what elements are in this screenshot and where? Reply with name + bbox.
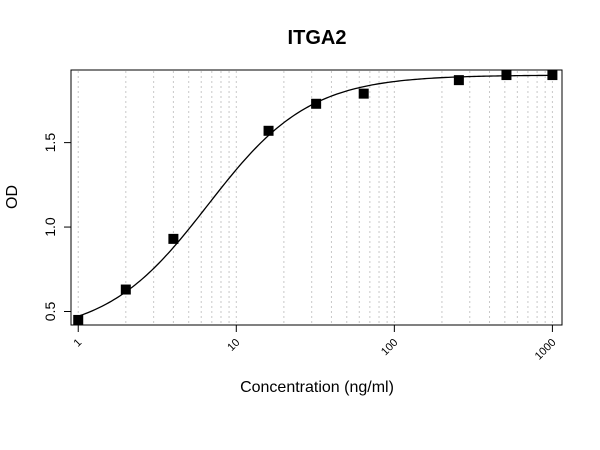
x-axis: 1 10 100 1000 [72, 325, 559, 362]
y-tick-label: 1.5 [42, 133, 58, 153]
x-tick-label: 1000 [533, 337, 559, 363]
data-point [168, 233, 179, 244]
x-axis-label: Concentration (ng/ml) [240, 379, 394, 396]
fit-curve [78, 74, 553, 317]
chart-title: ITGA2 [288, 27, 347, 49]
data-point [358, 88, 369, 99]
y-axis: 0.5 1.0 1.5 [42, 133, 71, 322]
data-point [120, 284, 131, 295]
x-tick-label: 10 [225, 337, 242, 354]
data-point [501, 70, 512, 81]
data-point [311, 98, 322, 109]
data-point [453, 75, 464, 86]
plot-frame [70, 69, 563, 326]
data-point [547, 70, 558, 81]
data-point [73, 314, 84, 325]
x-tick-label: 100 [379, 337, 400, 358]
data-point [263, 125, 274, 136]
y-axis-label: OD [4, 185, 21, 209]
y-tick-label: 0.5 [42, 302, 58, 322]
x-tick-label: 1 [72, 337, 85, 350]
grid-lines [77, 71, 553, 324]
y-tick-label: 1.0 [42, 217, 58, 237]
data-points [73, 70, 558, 325]
